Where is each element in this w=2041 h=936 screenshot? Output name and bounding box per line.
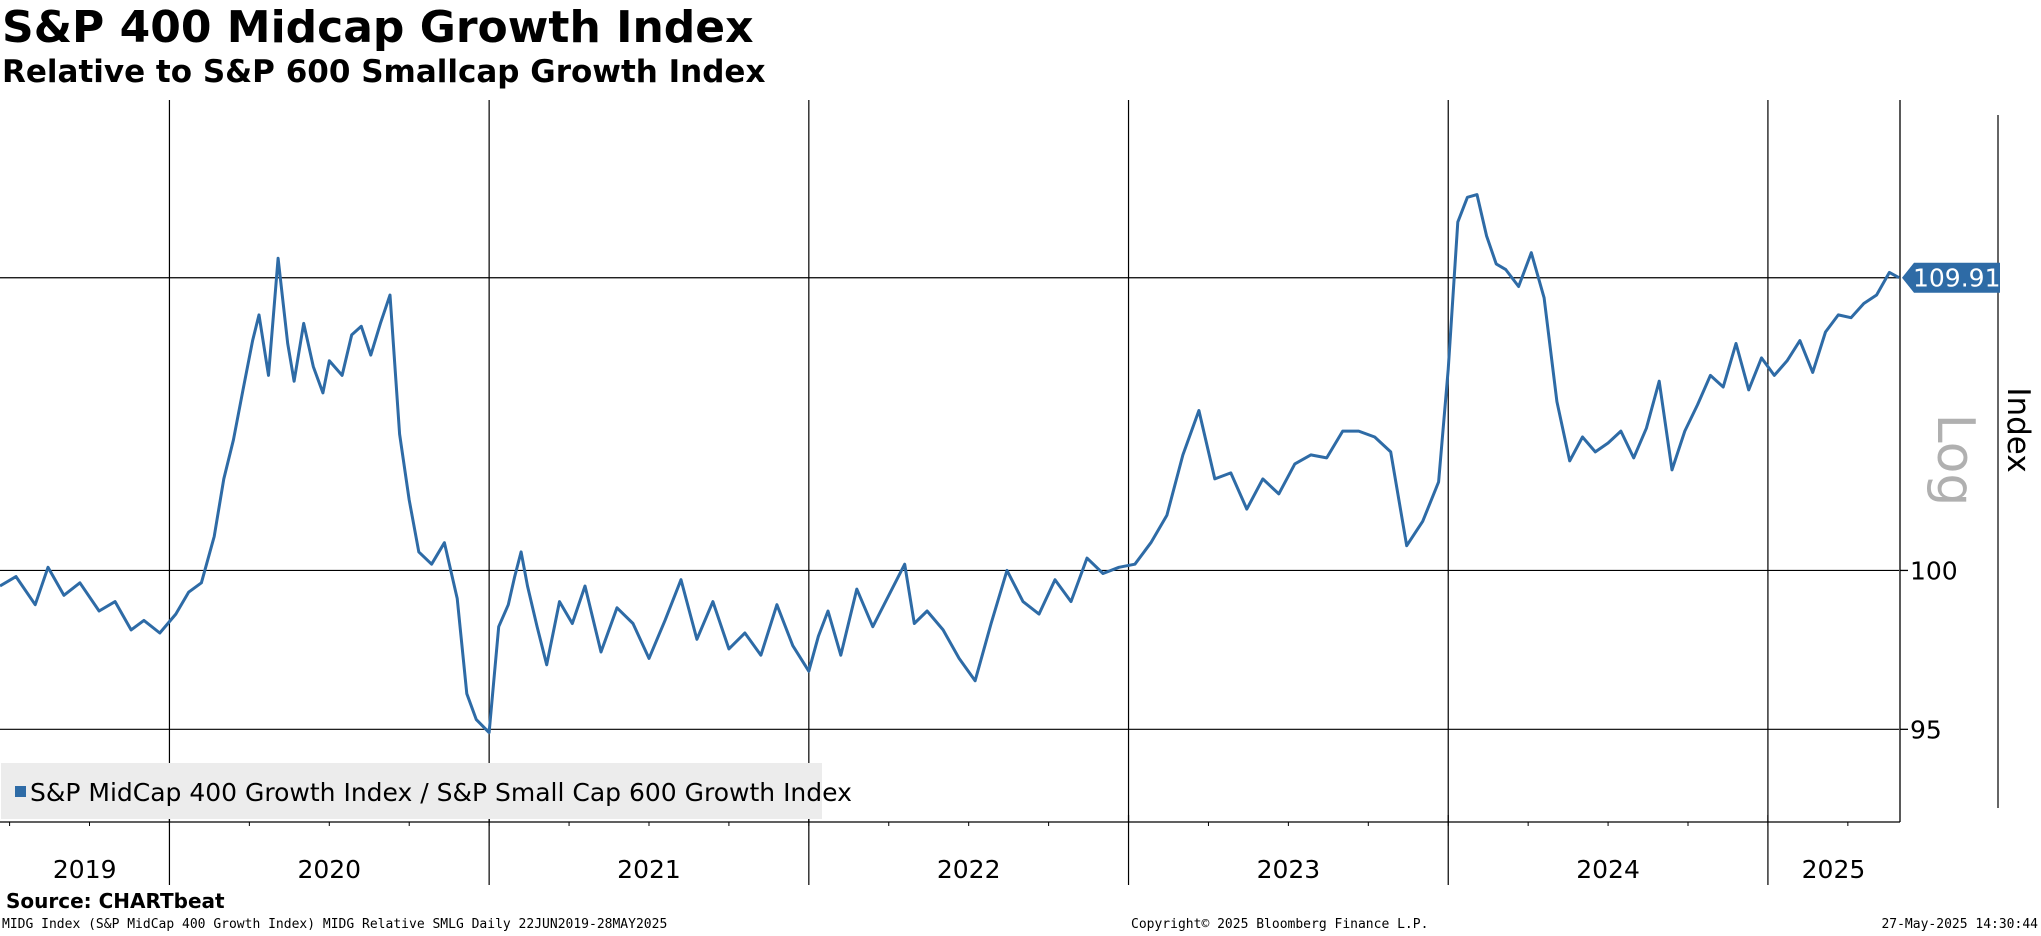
- footer-copyright: Copyright© 2025 Bloomberg Finance L.P.: [1131, 917, 1429, 932]
- x-year-label: 2025: [1802, 855, 1866, 884]
- x-year-label: 2024: [1576, 855, 1640, 884]
- legend-label: S&P MidCap 400 Growth Index / S&P Small …: [30, 778, 852, 807]
- plot-frame: [0, 100, 1999, 826]
- chart-title: S&P 400 Midcap Growth Index: [2, 2, 754, 53]
- chart-subtitle: Relative to S&P 600 Smallcap Growth Inde…: [2, 54, 766, 90]
- x-year-label: 2020: [297, 855, 361, 884]
- series-layer: [0, 193, 1900, 735]
- x-year-label: 2023: [1257, 855, 1321, 884]
- y-tick-label: 95: [1910, 715, 1942, 744]
- legend: S&P MidCap 400 Growth Index / S&P Small …: [1, 763, 852, 819]
- footer-timestamp: 27-May-2025 14:30:44: [1881, 917, 2038, 932]
- legend-box: [1, 763, 822, 819]
- axis-labels: 95 100 109.91 Index Log 2019 2020 2021 2022 2023 2…: [53, 262, 2036, 884]
- source-note: Source: CHARTbeat: [6, 889, 225, 913]
- scale-label: Log: [1925, 414, 1985, 507]
- series-line: [0, 193, 1900, 735]
- y-tick-label: 100: [1910, 556, 1958, 585]
- gridlines: [0, 100, 1899, 885]
- y-axis-title: Index: [2000, 387, 2036, 472]
- legend-swatch: [15, 786, 26, 797]
- x-year-label: 2019: [53, 855, 117, 884]
- last-value-badge: [1902, 262, 2000, 293]
- footer-description: MIDG Index (S&P MidCap 400 Growth Index)…: [2, 917, 668, 932]
- last-value-marker: 109.91: [1902, 262, 2000, 293]
- last-value-label: 109.91: [1913, 264, 2000, 293]
- x-year-label: 2021: [617, 855, 681, 884]
- x-year-label: 2022: [937, 855, 1001, 884]
